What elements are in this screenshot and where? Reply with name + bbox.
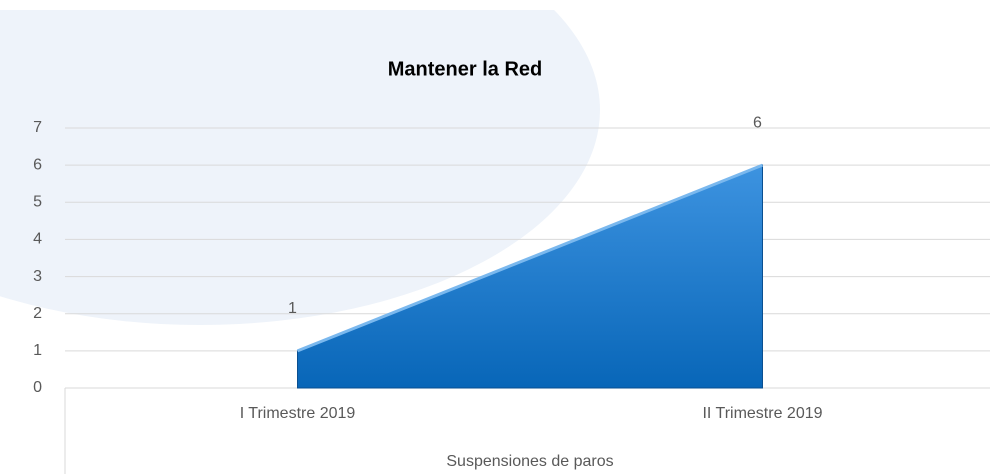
background-top (0, 0, 999, 10)
area-edge (296, 163, 764, 353)
chart-title: Mantener la Red (388, 58, 542, 80)
background-shape (0, 0, 600, 325)
data-label: 6 (753, 114, 762, 131)
y-tick-label: 0 (33, 379, 42, 396)
y-tick-label: 2 (33, 305, 42, 322)
y-tick-label: 4 (33, 231, 42, 248)
y-tick-label: 6 (33, 156, 42, 173)
y-tick-label: 1 (33, 342, 42, 359)
y-tick-label: 7 (33, 119, 42, 136)
x-tick-label: I Trimestre 2019 (240, 405, 356, 422)
x-axis-title: Suspensiones de paros (446, 453, 613, 470)
x-tick-label: II Trimestre 2019 (702, 405, 822, 422)
y-tick-label: 3 (33, 268, 42, 285)
y-tick-label: 5 (33, 194, 42, 211)
data-label: 1 (288, 300, 297, 317)
